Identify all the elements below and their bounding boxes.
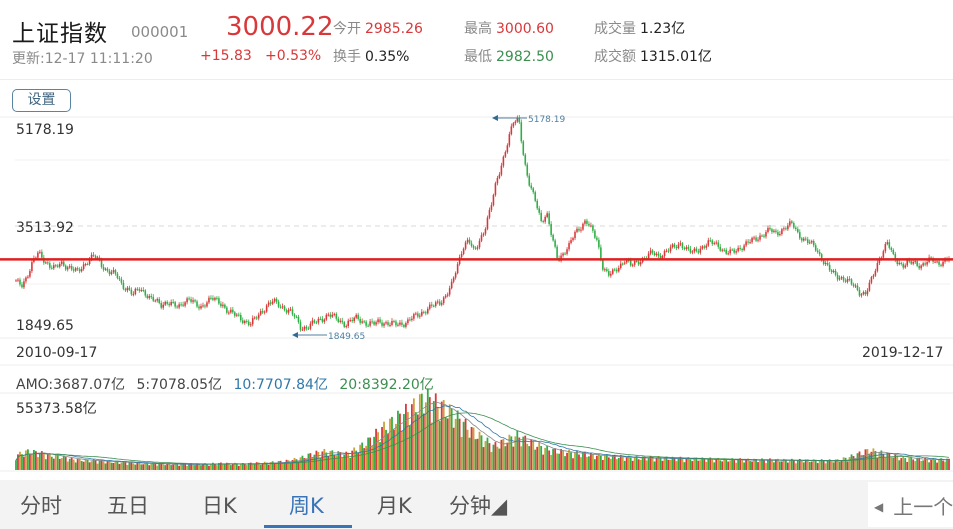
x-start-label: 2010-09-17 bbox=[16, 345, 98, 361]
x-end-label: 2019-12-17 bbox=[862, 345, 944, 361]
ma20-value: 20:8392.20亿 bbox=[339, 377, 434, 393]
stat-turnover: 换手 0.35% bbox=[333, 46, 409, 66]
tab-minute[interactable]: 分钟◢ bbox=[449, 494, 508, 518]
y-max-label: 5178.19 bbox=[16, 122, 74, 138]
stat-amount-label: 成交额 bbox=[594, 49, 636, 65]
stat-amount: 成交额 1315.01亿 bbox=[594, 46, 712, 66]
index-code: 000001 bbox=[131, 23, 189, 41]
current-price: 3000.22 bbox=[226, 12, 334, 42]
stat-open: 今开 2985.26 bbox=[333, 18, 423, 38]
stat-low: 最低 2982.50 bbox=[464, 46, 554, 66]
stat-volume-label: 成交量 bbox=[594, 21, 636, 37]
stat-low-value: 2982.50 bbox=[496, 49, 554, 65]
volume-legend: AMO:3687.07亿 5:7078.05亿 10:7707.84亿 20:8… bbox=[16, 374, 441, 394]
quote-header: 上证指数 000001 更新:12-17 11:11:20 3000.22 +1… bbox=[0, 0, 953, 80]
period-tabs: 分时 五日 日K 周K 月K 分钟◢ bbox=[0, 480, 953, 529]
ma10-value: 10:7707.84亿 bbox=[233, 377, 328, 393]
volume-max-label: 55373.58亿 bbox=[16, 401, 97, 417]
stat-volume-value: 1.23亿 bbox=[640, 21, 686, 37]
tab-daily-k[interactable]: 日K bbox=[202, 494, 237, 518]
price-change-pct: +0.53% bbox=[265, 48, 322, 64]
previous-label: 上一个 bbox=[893, 495, 953, 519]
active-tab-indicator bbox=[264, 525, 352, 528]
y-min-label: 1849.65 bbox=[16, 318, 74, 334]
stat-high-label: 最高 bbox=[464, 21, 492, 37]
svg-text:1849.65: 1849.65 bbox=[328, 332, 365, 342]
kline-chart[interactable]: 5178.19 1849.65 bbox=[0, 0, 953, 480]
settings-button[interactable]: 设置 bbox=[12, 89, 71, 112]
tab-monthly-k[interactable]: 月K bbox=[377, 494, 412, 518]
tab-five-day[interactable]: 五日 bbox=[107, 494, 149, 518]
stat-turnover-value: 0.35% bbox=[365, 49, 410, 65]
stat-high-value: 3000.60 bbox=[496, 21, 554, 37]
stat-amount-value: 1315.01亿 bbox=[640, 49, 712, 65]
stat-high: 最高 3000.60 bbox=[464, 18, 554, 38]
previous-button[interactable]: ◀ 上一个 bbox=[868, 482, 953, 527]
y-mid-label: 3513.92 bbox=[16, 220, 74, 236]
update-time: 更新:12-17 11:11:20 bbox=[12, 51, 153, 67]
stat-open-value: 2985.26 bbox=[365, 21, 423, 37]
stat-low-label: 最低 bbox=[464, 49, 492, 65]
ma5-value: 5:7078.05亿 bbox=[136, 377, 223, 393]
stat-open-label: 今开 bbox=[333, 21, 361, 37]
price-change: +15.83 bbox=[200, 48, 252, 64]
tab-intraday[interactable]: 分时 bbox=[20, 494, 62, 518]
index-name: 上证指数 bbox=[12, 21, 108, 47]
tab-weekly-k[interactable]: 周K bbox=[289, 494, 324, 518]
chevron-left-icon: ◀ bbox=[874, 500, 884, 514]
stat-volume: 成交量 1.23亿 bbox=[594, 18, 685, 38]
svg-text:5178.19: 5178.19 bbox=[528, 115, 565, 125]
amo-value: AMO:3687.07亿 bbox=[16, 377, 126, 393]
stat-turnover-label: 换手 bbox=[333, 49, 361, 65]
